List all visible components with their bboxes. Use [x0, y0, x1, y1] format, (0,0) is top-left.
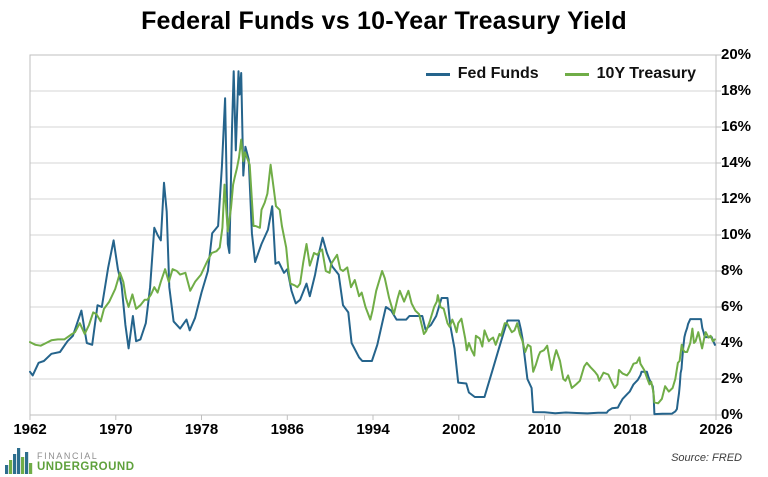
- plot-border: [29, 54, 717, 416]
- y-axis-label: 4%: [721, 334, 743, 351]
- series-line-10y-treasury: [29, 138, 716, 405]
- legend-item-fed-funds: Fed Funds: [425, 65, 539, 83]
- logo-line-financial: FINANCIAL: [37, 450, 99, 461]
- logo-text: FINANCIAL UNDERGROUND: [37, 450, 135, 475]
- y-axis-label: 18%: [721, 82, 752, 99]
- x-axis-label: 2010: [527, 421, 562, 438]
- fed-funds-line-swatch-icon: [425, 72, 450, 76]
- x-axis-label: 2026: [699, 421, 733, 438]
- x-axis-label: 1970: [99, 421, 133, 438]
- x-axis-label: 2018: [613, 421, 647, 438]
- source-attribution: Source: FRED: [671, 452, 742, 464]
- series-line-fed-funds: [29, 70, 716, 416]
- x-axis-label: 1962: [13, 421, 47, 438]
- legend-item-10y-treasury: 10Y Treasury: [564, 65, 696, 83]
- financial-underground-logo: FINANCIAL UNDERGROUND: [5, 447, 135, 474]
- treasury-line-swatch-icon: [564, 72, 589, 76]
- x-axis-label: 1986: [270, 421, 304, 438]
- x-axis-label: 1978: [184, 421, 219, 438]
- y-axis-label: 14%: [721, 154, 752, 171]
- chart-legend: Fed Funds 10Y Treasury: [421, 63, 700, 85]
- y-axis-label: 2%: [721, 370, 743, 387]
- logo-line-underground: UNDERGROUND: [37, 460, 135, 473]
- y-axis-label: 10%: [721, 226, 752, 243]
- legend-label-fed-funds: Fed Funds: [457, 65, 539, 82]
- y-axis-label: 20%: [721, 46, 752, 63]
- y-axis-label: 6%: [721, 298, 743, 315]
- legend-label-10y-treasury: 10Y Treasury: [596, 65, 696, 82]
- chart-title: Federal Funds vs 10-Year Treasury Yield: [141, 7, 627, 35]
- x-axis-label: 1994: [356, 421, 390, 438]
- y-axis-label: 0%: [721, 406, 743, 423]
- x-axis-label: 2002: [442, 421, 476, 438]
- y-axis-label: 16%: [721, 118, 752, 135]
- skyline-logo-icon: [5, 448, 33, 474]
- y-axis-label: 8%: [721, 262, 743, 279]
- y-axis-label: 12%: [721, 190, 752, 207]
